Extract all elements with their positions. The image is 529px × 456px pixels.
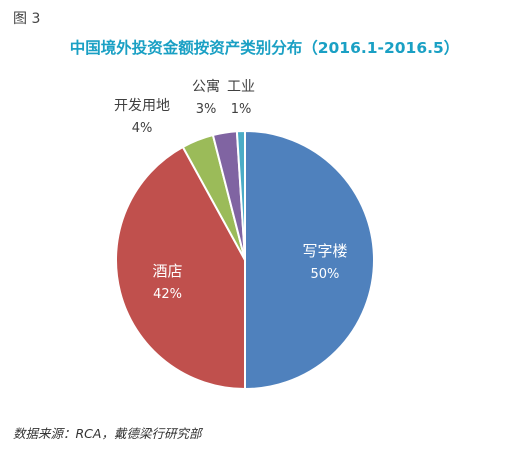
slice-label-value-5: 1% (231, 102, 252, 117)
slice-label-name-5: 工业 (227, 79, 255, 95)
slice-label-name-4: 公寓 (192, 78, 220, 95)
slice-label-value-4: 3% (196, 102, 217, 117)
slice-label-name-2: 酒店 (153, 262, 183, 280)
pie-slice-5 (235, 129, 246, 261)
slice-label-value-2: 42% (153, 287, 182, 302)
slice-label-value-3: 4% (132, 121, 153, 136)
chart-title: 中国境外投资金额按资产类别分布（2016.1-2016.5） (69, 39, 460, 57)
slice-label-name-1: 写字楼 (302, 242, 347, 260)
figure-label: 图 3 (13, 11, 41, 27)
pie-slice-2 (115, 145, 246, 391)
slice-label-value-1: 50% (311, 267, 340, 282)
source-note: 数据来源：RCA，戴德梁行研究部 (13, 426, 202, 441)
pie-slice-1 (244, 129, 375, 391)
slice-label-name-3: 开发用地 (114, 98, 170, 114)
